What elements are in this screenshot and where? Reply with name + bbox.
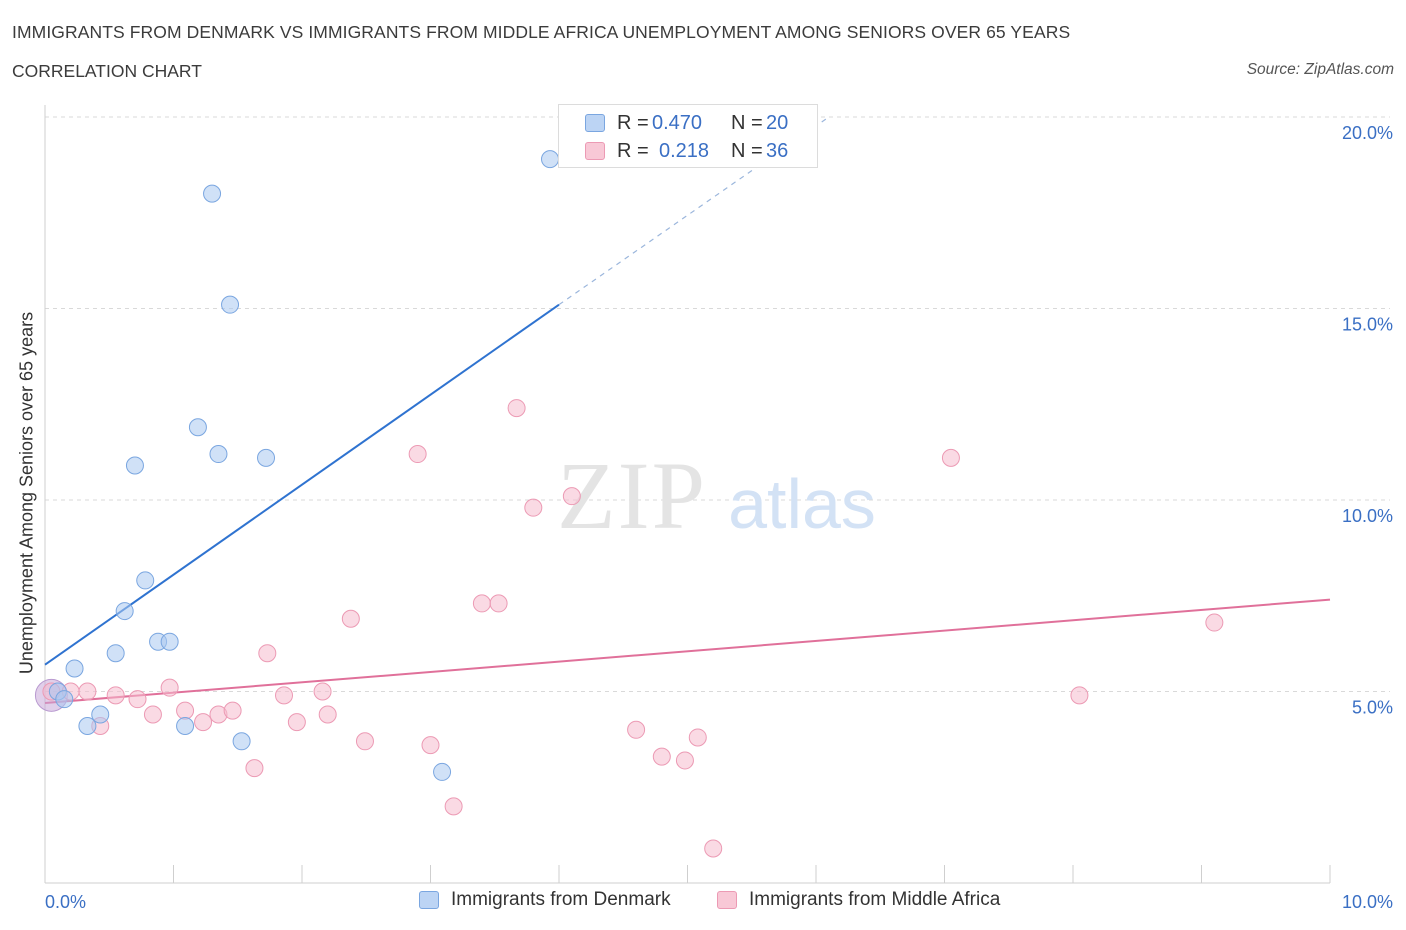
point-denmark — [78, 716, 97, 735]
point-denmark — [176, 716, 195, 735]
legend-swatch-denmark — [585, 114, 605, 132]
chart-title: IMMIGRANTS FROM DENMARK VS IMMIGRANTS FR… — [12, 22, 1071, 42]
point-middle-africa — [143, 705, 162, 724]
point-denmark — [257, 448, 276, 467]
y-tick-label: 15.0% — [1342, 315, 1393, 335]
watermark-zip: ZIP — [557, 442, 707, 549]
y-tick-labels: 5.0% 10.0% 15.0% 20.0% — [1342, 123, 1393, 718]
watermark: ZIP atlas — [557, 442, 876, 549]
point-denmark — [115, 602, 134, 621]
point-denmark — [209, 445, 228, 464]
legend-r-value-middle-africa: 0.218 — [659, 140, 710, 162]
x-tick-label: 0.0% — [45, 892, 86, 912]
point-middle-africa — [444, 797, 463, 816]
legend-n-value-middle-africa: 36 — [766, 140, 789, 162]
point-middle-africa — [688, 728, 707, 747]
point-denmark — [221, 295, 240, 314]
points-layer — [34, 150, 1224, 858]
point-middle-africa — [1070, 686, 1089, 705]
point-middle-africa — [704, 839, 723, 858]
x-tick-label: 10.0% — [1342, 892, 1393, 912]
point-middle-africa — [562, 487, 581, 506]
point-denmark — [106, 644, 125, 663]
point-middle-africa — [128, 690, 147, 709]
point-middle-africa — [341, 609, 360, 628]
point-denmark — [125, 456, 144, 475]
point-middle-africa — [507, 399, 526, 418]
point-denmark — [433, 762, 452, 781]
point-middle-africa — [258, 644, 277, 663]
point-denmark — [136, 571, 155, 590]
point-middle-africa — [524, 498, 543, 517]
point-middle-africa — [223, 701, 242, 720]
point-middle-africa — [1205, 613, 1224, 632]
point-middle-africa — [355, 732, 374, 751]
bottom-swatch-denmark — [419, 891, 439, 909]
legend-n-label: N = — [731, 140, 763, 162]
legend-swatch-middle-africa — [585, 142, 605, 160]
point-middle-africa — [652, 747, 671, 766]
y-tick-label: 20.0% — [1342, 123, 1393, 143]
point-middle-africa — [245, 759, 264, 778]
stats-legend: R = 0.470 N = 20 R = 0.218 N = 36 — [558, 104, 818, 168]
point-middle-africa — [627, 720, 646, 739]
legend-r-label: R = — [617, 112, 649, 134]
trend-layer — [44, 116, 1331, 704]
y-tick-label: 5.0% — [1352, 698, 1393, 718]
bottom-legend-label-middle-africa: Immigrants from Middle Africa — [749, 889, 1001, 910]
bottom-swatch-middle-africa — [717, 891, 737, 909]
point-middle-africa — [106, 686, 125, 705]
trend-line-middle-africa — [44, 598, 1331, 704]
point-middle-africa — [489, 594, 508, 613]
point-denmark — [232, 732, 251, 751]
point-middle-africa — [408, 445, 427, 464]
point-middle-africa — [78, 682, 97, 701]
y-axis-label: Unemployment Among Seniors over 65 years — [16, 311, 37, 675]
point-middle-africa — [318, 705, 337, 724]
chart-subtitle: CORRELATION CHART — [12, 61, 202, 81]
point-denmark — [541, 150, 560, 169]
x-tick-labels: 0.0% 10.0% — [45, 892, 1393, 912]
point-middle-africa — [194, 713, 213, 732]
point-middle-africa — [472, 594, 491, 613]
point-middle-africa — [275, 686, 294, 705]
y-tick-label: 10.0% — [1342, 506, 1393, 526]
point-middle-africa — [313, 682, 332, 701]
point-middle-africa — [176, 701, 195, 720]
point-denmark — [55, 690, 74, 709]
point-denmark — [65, 659, 84, 678]
point-denmark — [203, 184, 222, 203]
point-denmark — [160, 632, 179, 651]
legend-r-value-denmark: 0.470 — [652, 112, 703, 134]
legend-n-label: N = — [731, 112, 763, 134]
point-middle-africa — [675, 751, 694, 770]
point-denmark — [188, 418, 207, 437]
point-middle-africa — [941, 448, 960, 467]
point-middle-africa — [287, 713, 306, 732]
chart-source: Source: ZipAtlas.com — [1246, 61, 1394, 78]
watermark-atlas: atlas — [728, 465, 876, 543]
point-middle-africa — [421, 736, 440, 755]
legend-n-value-denmark: 20 — [766, 112, 789, 134]
point-denmark — [91, 705, 110, 724]
bottom-legend-label-denmark: Immigrants from Denmark — [451, 889, 671, 910]
legend-r-label: R = — [617, 140, 649, 162]
point-middle-africa — [160, 678, 179, 697]
